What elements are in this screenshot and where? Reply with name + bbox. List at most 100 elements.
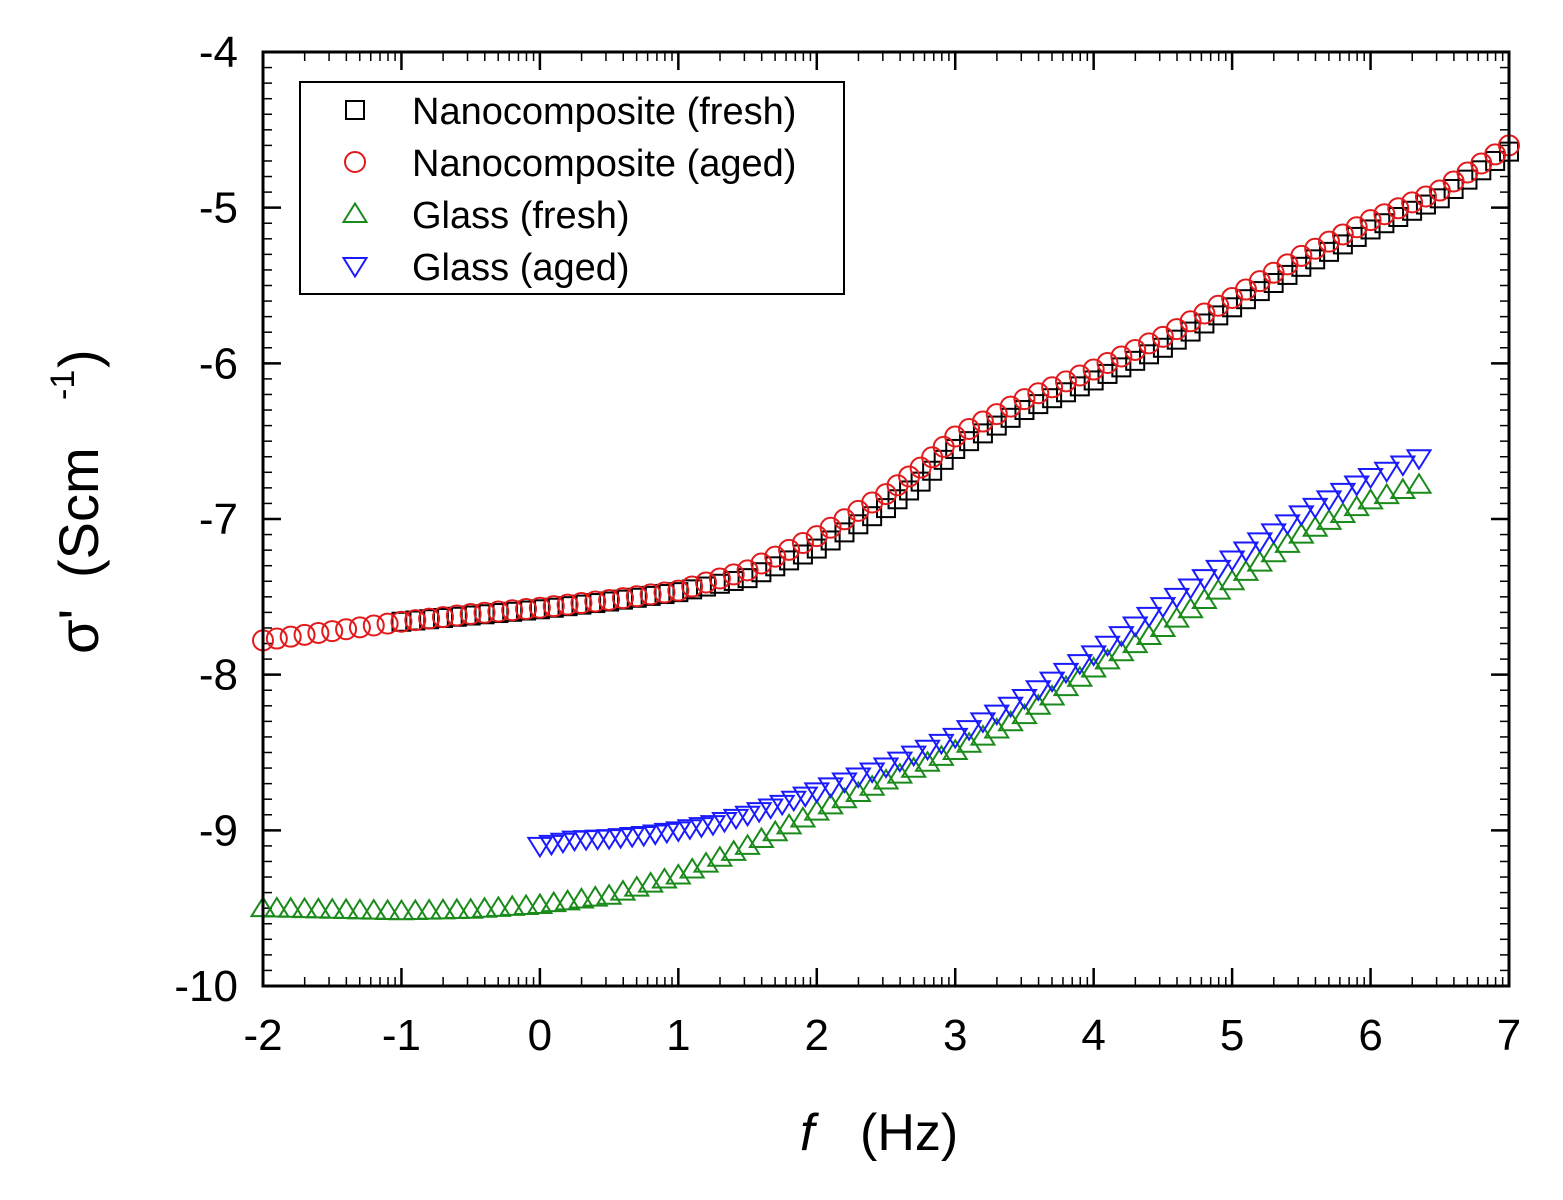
x-tick-label: 4 bbox=[1081, 1011, 1105, 1060]
y-tick-label: -5 bbox=[199, 184, 238, 233]
x-tick-label: 5 bbox=[1220, 1011, 1244, 1060]
data-point bbox=[1389, 477, 1417, 499]
data-point bbox=[706, 845, 734, 867]
data-point bbox=[1125, 350, 1146, 371]
data-point bbox=[941, 727, 969, 750]
data-point bbox=[779, 550, 800, 571]
data-point bbox=[803, 782, 831, 804]
data-point bbox=[581, 885, 609, 907]
data-point bbox=[900, 756, 927, 778]
y-tick-labels: -10 -9 -8 -7 -6 -5 -4 bbox=[174, 28, 238, 1011]
data-point bbox=[983, 704, 1011, 726]
data-point bbox=[750, 552, 773, 575]
data-point bbox=[1232, 541, 1260, 563]
data-point bbox=[1388, 207, 1409, 228]
data-point bbox=[1094, 635, 1121, 658]
data-point bbox=[1291, 256, 1312, 277]
y-tick-label: -4 bbox=[199, 28, 238, 77]
data-point bbox=[471, 896, 498, 918]
data-point bbox=[457, 897, 484, 919]
data-point bbox=[1139, 344, 1160, 365]
data-point bbox=[681, 575, 704, 598]
data-point bbox=[972, 423, 993, 444]
series-layer bbox=[249, 134, 1520, 921]
series-triangle-up bbox=[249, 472, 1433, 921]
data-point bbox=[1041, 376, 1064, 399]
data-point bbox=[1024, 680, 1052, 702]
legend-label: Nanocomposite (fresh) bbox=[412, 91, 796, 133]
data-point bbox=[699, 815, 727, 837]
data-point bbox=[676, 819, 704, 841]
data-point bbox=[969, 724, 997, 746]
data-point bbox=[498, 894, 526, 916]
data-point bbox=[1097, 363, 1118, 384]
data-point bbox=[487, 600, 510, 623]
legend: Nanocomposite (fresh) Nanocomposite (aged… bbox=[299, 81, 845, 295]
data-point bbox=[1096, 352, 1119, 375]
data-point bbox=[1274, 514, 1301, 536]
data-point bbox=[1373, 461, 1401, 484]
data-point bbox=[723, 570, 744, 591]
data-point bbox=[625, 585, 648, 608]
data-point bbox=[1345, 216, 1368, 239]
data-point bbox=[1405, 472, 1433, 494]
data-point bbox=[431, 606, 454, 629]
data-point bbox=[971, 410, 994, 433]
data-point bbox=[598, 588, 621, 611]
data-point bbox=[515, 597, 538, 620]
x-tick-label: -2 bbox=[243, 1011, 282, 1060]
data-point bbox=[549, 832, 577, 855]
data-point bbox=[720, 839, 748, 861]
x-tick-label: 6 bbox=[1358, 1011, 1382, 1060]
data-point bbox=[1319, 241, 1340, 262]
data-point bbox=[1191, 569, 1218, 591]
data-point bbox=[695, 571, 718, 594]
data-point bbox=[360, 898, 388, 920]
data-point bbox=[1165, 318, 1188, 341]
data-point bbox=[1357, 467, 1384, 490]
data-point bbox=[910, 471, 931, 492]
data-point bbox=[845, 780, 872, 802]
data-point bbox=[1359, 209, 1382, 232]
data-point bbox=[1288, 522, 1315, 544]
data-point bbox=[845, 767, 872, 789]
data-point bbox=[376, 612, 399, 635]
x-tick-label: 3 bbox=[943, 1011, 967, 1060]
data-point bbox=[914, 739, 941, 762]
data-point bbox=[969, 712, 997, 734]
data-point bbox=[307, 621, 330, 644]
data-point bbox=[734, 833, 761, 855]
legend-marker-circle bbox=[344, 151, 366, 173]
data-point bbox=[667, 579, 690, 602]
data-point bbox=[388, 898, 415, 921]
data-point bbox=[872, 768, 900, 790]
data-point bbox=[512, 893, 540, 915]
data-point bbox=[734, 805, 761, 828]
data-point bbox=[1080, 645, 1107, 667]
data-point bbox=[1329, 501, 1357, 524]
data-point bbox=[1054, 370, 1077, 393]
data-point bbox=[1038, 671, 1066, 693]
data-point bbox=[1138, 332, 1161, 355]
data-point bbox=[1246, 532, 1274, 554]
data-point bbox=[1121, 616, 1149, 638]
data-point bbox=[1111, 357, 1132, 378]
x-tick-label: 0 bbox=[528, 1011, 552, 1060]
legend-marker-triangle-up bbox=[341, 201, 369, 223]
data-point bbox=[556, 593, 579, 616]
data-point bbox=[1301, 515, 1329, 537]
data-point bbox=[678, 857, 706, 879]
legend-box bbox=[299, 81, 845, 295]
data-point bbox=[780, 790, 808, 813]
x-axis-label-symbol: f bbox=[800, 1104, 819, 1162]
data-point bbox=[1360, 219, 1381, 240]
data-point bbox=[639, 583, 662, 606]
data-point bbox=[1080, 656, 1107, 678]
data-point bbox=[1204, 559, 1232, 582]
data-point bbox=[817, 793, 844, 815]
data-point bbox=[611, 587, 634, 610]
data-point bbox=[1121, 631, 1149, 654]
data-point bbox=[459, 602, 482, 625]
data-point bbox=[751, 562, 772, 583]
